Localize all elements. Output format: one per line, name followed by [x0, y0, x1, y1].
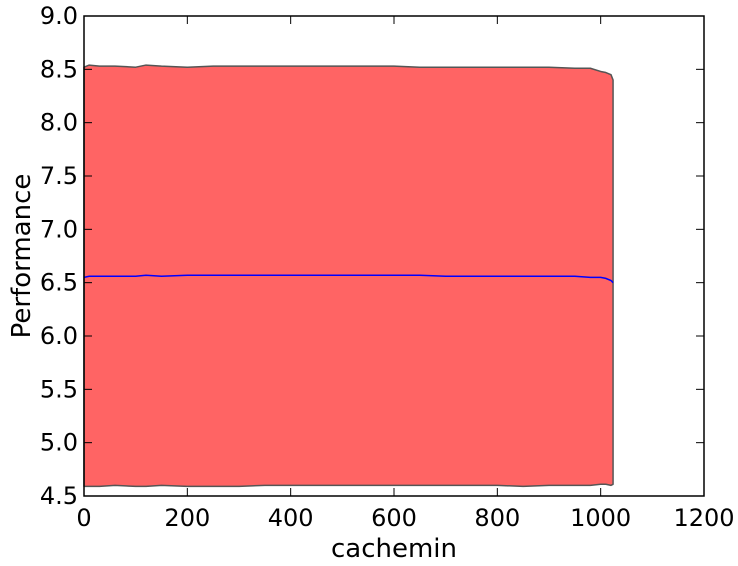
y-axis-title: Performance: [7, 174, 37, 339]
y-tick-label: 5.5: [40, 375, 78, 403]
x-tick-label: 800: [474, 504, 520, 532]
y-tick-label: 8.5: [40, 55, 78, 83]
y-axis: 4.5 5.0 5.5 6.0 6.5 7.0 7.5 8.0 8.5 9.0: [40, 2, 704, 510]
y-tick-label: 7.0: [40, 215, 78, 243]
y-tick-label: 9.0: [40, 2, 78, 30]
x-axis: 0 200 400 600 800 1000 1200: [76, 16, 735, 532]
x-axis-title: cachemin: [331, 534, 457, 564]
plot-area: [83, 15, 705, 497]
x-tick-label: 600: [371, 504, 417, 532]
y-tick-label: 8.0: [40, 109, 78, 137]
y-tick-label: 7.5: [40, 162, 78, 190]
y-tick-label: 4.5: [40, 482, 78, 510]
y-tick-label: 6.5: [40, 269, 78, 297]
mean-line: [83, 274, 614, 284]
x-tick-label: 1200: [673, 504, 734, 532]
x-tick-label: 0: [76, 504, 91, 532]
y-tick-label: 6.0: [40, 322, 78, 350]
x-tick-label: 400: [268, 504, 314, 532]
x-tick-label: 200: [164, 504, 210, 532]
x-tick-label: 1000: [570, 504, 631, 532]
y-tick-label: 5.0: [40, 429, 78, 457]
